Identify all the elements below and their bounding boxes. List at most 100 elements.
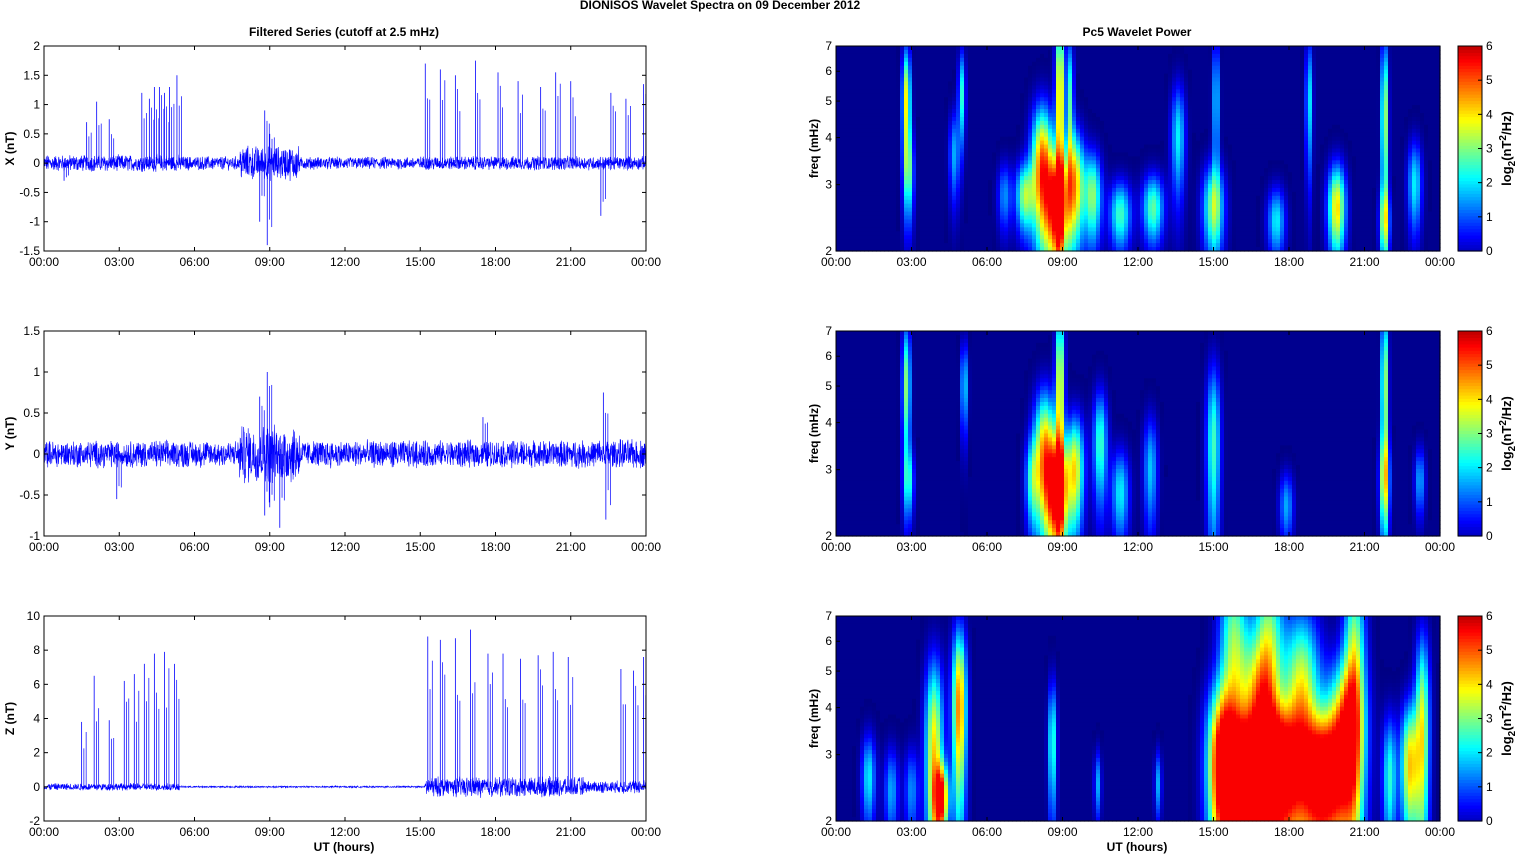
wavelet-cell	[1012, 113, 1017, 118]
wavelet-cell	[1064, 176, 1069, 181]
wavelet-cell	[928, 239, 933, 244]
wavelet-cell	[1168, 101, 1173, 106]
wavelet-cell	[908, 65, 913, 71]
wavelet-cell	[968, 113, 973, 118]
wavelet-cell	[960, 187, 965, 193]
wavelet-cell	[952, 140, 957, 146]
wavelet-cell	[900, 53, 905, 59]
wavelet-cell	[1004, 239, 1009, 244]
wavelet-cell	[1188, 215, 1193, 221]
wavelet-cell	[1164, 89, 1169, 94]
wavelet-cell	[996, 168, 1001, 173]
wavelet-cell	[984, 247, 989, 252]
wavelet-cell	[1124, 219, 1129, 224]
wavelet-cell	[1160, 140, 1165, 146]
wavelet-cell	[1144, 113, 1149, 118]
wavelet-cell	[944, 113, 949, 118]
wavelet-cell	[884, 116, 889, 122]
wavelet-cell	[1036, 101, 1041, 106]
wavelet-cell	[836, 180, 841, 185]
wavelet-cell	[1096, 124, 1101, 130]
wavelet-cell	[1184, 176, 1189, 181]
wavelet-cell	[968, 215, 973, 221]
wavelet-cell	[1100, 105, 1105, 110]
wavelet-cell	[1136, 180, 1141, 185]
y-tick-label: 2	[33, 39, 40, 53]
wavelet-cell	[840, 223, 845, 228]
wavelet-cell	[1076, 61, 1081, 67]
wavelet-cell	[1080, 239, 1085, 244]
wavelet-cell	[1180, 120, 1185, 126]
wavelet-cell	[1076, 65, 1081, 71]
wavelet-cell	[1112, 109, 1117, 114]
wavelet-cell	[860, 215, 865, 221]
wavelet-cell	[1092, 89, 1097, 94]
wavelet-cell	[1008, 57, 1013, 63]
wavelet-cell	[1064, 191, 1069, 197]
wavelet-cell	[1132, 176, 1137, 181]
wavelet-cell	[860, 183, 865, 189]
x-tick-label: 18:00	[480, 540, 510, 554]
wavelet-cell	[1160, 136, 1165, 142]
wavelet-cell	[1012, 160, 1017, 165]
wavelet-cell	[944, 97, 949, 102]
wavelet-cell	[1160, 160, 1165, 165]
wavelet-cell	[940, 191, 945, 197]
wavelet-cell	[1080, 227, 1085, 232]
wavelet-cell	[872, 152, 877, 157]
wavelet-cell	[996, 156, 1001, 161]
wavelet-cell	[876, 128, 881, 134]
wavelet-cell	[1064, 164, 1069, 169]
wavelet-cell	[924, 109, 929, 114]
wavelet-cell	[880, 247, 885, 252]
wavelet-cell	[968, 199, 973, 205]
wavelet-cell	[900, 211, 905, 217]
wavelet-cell	[1100, 199, 1105, 205]
wavelet-cell	[1056, 124, 1061, 130]
wavelet-cell	[1116, 183, 1121, 189]
wavelet-cell	[912, 101, 917, 106]
wavelet-cell	[1008, 148, 1013, 154]
wavelet-cell	[956, 65, 961, 71]
wavelet-cell	[1060, 172, 1065, 177]
wavelet-cell	[904, 109, 909, 114]
wavelet-cell	[1168, 49, 1173, 55]
wavelet-cell	[1176, 69, 1181, 75]
wavelet-cell	[1008, 183, 1013, 189]
wavelet-cell	[1068, 53, 1073, 59]
wavelet-cell	[1140, 172, 1145, 177]
wavelet-cell	[1180, 180, 1185, 185]
wavelet-cell	[976, 176, 981, 181]
wavelet-cell	[1088, 128, 1093, 134]
wavelet-cell	[1068, 243, 1073, 248]
wavelet-cell	[880, 223, 885, 228]
wavelet-cell	[1088, 164, 1093, 169]
wavelet-cell	[1096, 140, 1101, 146]
wavelet-cell	[1140, 73, 1145, 79]
wavelet-cell	[848, 164, 853, 169]
wavelet-cell	[920, 180, 925, 185]
wavelet-cell	[1116, 136, 1121, 142]
wavelet-cell	[880, 183, 885, 189]
wavelet-cell	[896, 199, 901, 205]
wavelet-cell	[888, 183, 893, 189]
wavelet-cell	[876, 97, 881, 102]
wavelet-cell	[1136, 93, 1141, 98]
wavelet-cell	[1036, 227, 1041, 232]
wavelet-cell	[1076, 164, 1081, 169]
wavelet-cell	[1096, 46, 1101, 51]
wavelet-cell	[1092, 239, 1097, 244]
wavelet-cell	[840, 156, 845, 161]
wavelet-cell	[1020, 199, 1025, 205]
wavelet-cell	[964, 183, 969, 189]
wavelet-cell	[996, 136, 1001, 142]
wavelet-cell	[860, 247, 865, 252]
wavelet-cell	[904, 53, 909, 59]
wavelet-cell	[1056, 69, 1061, 75]
wavelet-cell	[1152, 101, 1157, 106]
wavelet-cell	[1124, 46, 1129, 51]
wavelet-cell	[852, 235, 857, 240]
wavelet-cell	[1192, 69, 1197, 75]
wavelet-cell	[908, 160, 913, 165]
wavelet-cell	[1176, 132, 1181, 138]
